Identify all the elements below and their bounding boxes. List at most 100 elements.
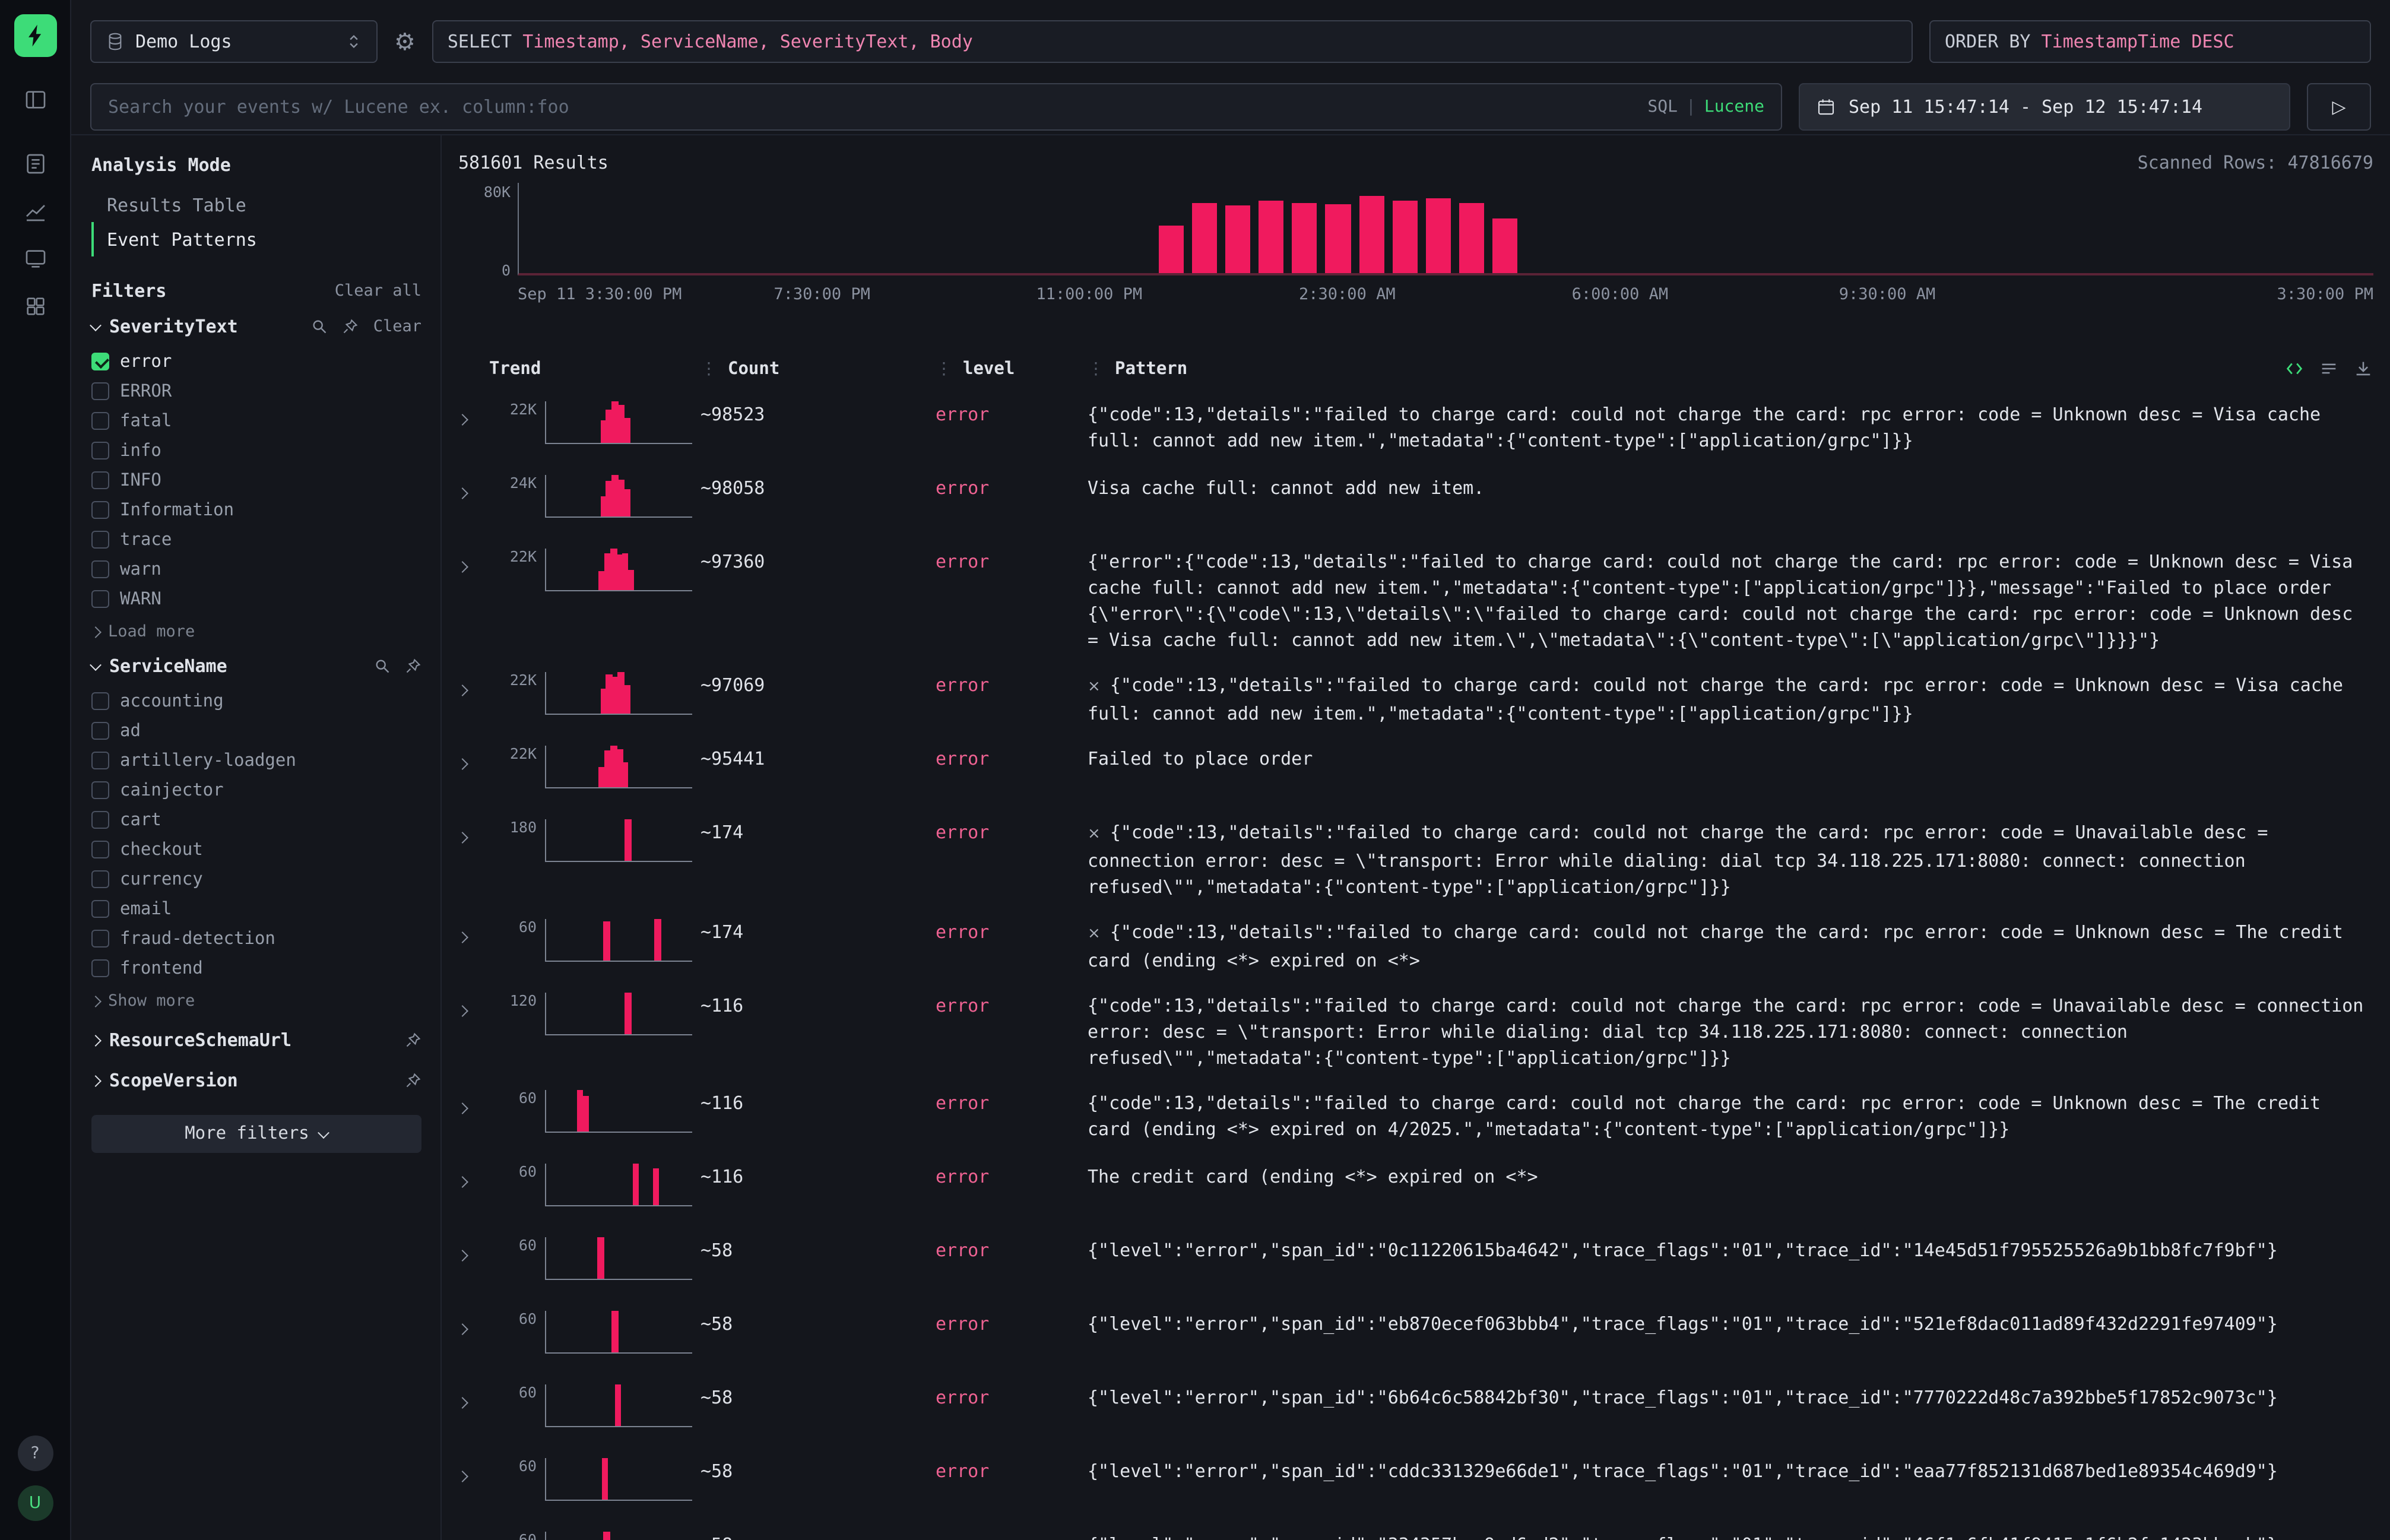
filter-option-artillery-loadgen[interactable]: artillery-loadgen bbox=[91, 746, 440, 775]
checkbox[interactable] bbox=[91, 471, 109, 489]
dashboards-icon[interactable] bbox=[23, 294, 47, 318]
column-drag-handle-icon[interactable]: ⋮ bbox=[936, 359, 952, 378]
table-row[interactable]: 22K~97360error{"error":{"code":13,"detai… bbox=[458, 538, 2373, 661]
results-histogram[interactable]: 80K 0 Sep 11 3:30:00 PM7:30:00 PM11:00:0… bbox=[458, 183, 2373, 306]
filter-option-currency[interactable]: currency bbox=[91, 864, 440, 894]
filter-option-ad[interactable]: ad bbox=[91, 716, 440, 746]
row-expand-chevron[interactable] bbox=[458, 1164, 489, 1191]
severity-load-more[interactable]: Load more bbox=[91, 622, 440, 641]
checkbox[interactable] bbox=[91, 959, 109, 977]
filter-option-email[interactable]: email bbox=[91, 894, 440, 924]
sql-mode-label[interactable]: SQL bbox=[1647, 97, 1678, 116]
table-row[interactable]: 60~116error{"code":13,"details":"failed … bbox=[458, 1079, 2373, 1153]
lucene-mode-label[interactable]: Lucene bbox=[1704, 97, 1764, 116]
filter-option-error[interactable]: error bbox=[91, 347, 440, 376]
column-drag-handle-icon[interactable]: ⋮ bbox=[700, 359, 717, 378]
query-input[interactable]: SELECT Timestamp, ServiceName, SeverityT… bbox=[432, 20, 1913, 62]
exclude-pattern-icon[interactable]: × bbox=[1088, 925, 1101, 943]
table-row[interactable]: 22K~97069error×{"code":13,"details":"fai… bbox=[458, 661, 2373, 735]
clear-all-filters-link[interactable]: Clear all bbox=[335, 281, 421, 300]
checkbox[interactable] bbox=[91, 353, 109, 370]
help-button[interactable]: ? bbox=[17, 1436, 53, 1471]
pin-icon[interactable] bbox=[405, 1032, 421, 1048]
table-row[interactable]: 24K~98058errorVisa cache full: cannot ad… bbox=[458, 464, 2373, 538]
checkbox[interactable] bbox=[91, 781, 109, 799]
row-expand-chevron[interactable] bbox=[458, 1090, 489, 1117]
checkbox[interactable] bbox=[91, 412, 109, 430]
table-row[interactable]: 60~174error×{"code":13,"details":"failed… bbox=[458, 908, 2373, 982]
order-by-input[interactable]: ORDER BY TimestampTime DESC bbox=[1929, 20, 2371, 62]
row-expand-chevron[interactable] bbox=[458, 919, 489, 946]
table-row[interactable]: 60~116errorThe credit card (ending <*> e… bbox=[458, 1153, 2373, 1227]
checkbox[interactable] bbox=[91, 841, 109, 858]
column-header-pattern[interactable]: Pattern bbox=[1115, 359, 1187, 378]
row-expand-chevron[interactable] bbox=[458, 672, 489, 699]
row-expand-chevron[interactable] bbox=[458, 1384, 489, 1412]
more-filters-button[interactable]: More filters bbox=[91, 1115, 421, 1153]
column-header-count[interactable]: Count bbox=[728, 359, 779, 378]
search-icon[interactable] bbox=[374, 658, 391, 674]
mode-results-table[interactable]: Results Table bbox=[91, 188, 440, 222]
search-bar[interactable]: SQL | Lucene bbox=[90, 83, 1782, 131]
table-row[interactable]: 22K~95441errorFailed to place order bbox=[458, 735, 2373, 809]
gear-icon[interactable]: ⚙ bbox=[394, 29, 416, 53]
checkbox[interactable] bbox=[91, 382, 109, 400]
filter-option-cart[interactable]: cart bbox=[91, 805, 440, 835]
pin-icon[interactable] bbox=[343, 318, 359, 335]
checkbox[interactable] bbox=[91, 442, 109, 460]
row-expand-chevron[interactable] bbox=[458, 1237, 489, 1265]
row-expand-chevron[interactable] bbox=[458, 475, 489, 502]
checkbox[interactable] bbox=[91, 531, 109, 549]
section-scopeversion[interactable]: ScopeVersion bbox=[91, 1070, 421, 1091]
source-select[interactable]: Demo Logs bbox=[90, 20, 378, 62]
table-row[interactable]: 60~58error{"level":"error","span_id":"33… bbox=[458, 1521, 2373, 1540]
filter-option-ERROR[interactable]: ERROR bbox=[91, 376, 440, 406]
filter-option-accounting[interactable]: accounting bbox=[91, 686, 440, 716]
filter-option-checkout[interactable]: checkout bbox=[91, 835, 440, 864]
row-expand-chevron[interactable] bbox=[458, 549, 489, 576]
row-expand-chevron[interactable] bbox=[458, 993, 489, 1020]
mode-event-patterns[interactable]: Event Patterns bbox=[91, 222, 440, 256]
pin-icon[interactable] bbox=[405, 1072, 421, 1089]
service-section-header[interactable]: ServiceName bbox=[91, 655, 421, 677]
row-expand-chevron[interactable] bbox=[458, 1458, 489, 1485]
query-language-toggle[interactable]: SQL | Lucene bbox=[1647, 97, 1764, 116]
table-row[interactable]: 120~116error{"code":13,"details":"failed… bbox=[458, 982, 2373, 1079]
histogram-plot-area[interactable] bbox=[518, 183, 2373, 275]
checkbox[interactable] bbox=[91, 560, 109, 578]
row-expand-chevron[interactable] bbox=[458, 1532, 489, 1540]
checkbox[interactable] bbox=[91, 870, 109, 888]
checkbox[interactable] bbox=[91, 900, 109, 918]
filter-option-fatal[interactable]: fatal bbox=[91, 406, 440, 436]
table-row[interactable]: 180~174error×{"code":13,"details":"faile… bbox=[458, 809, 2373, 908]
app-logo[interactable] bbox=[14, 14, 56, 57]
row-expand-chevron[interactable] bbox=[458, 819, 489, 847]
table-row[interactable]: 60~58error{"level":"error","span_id":"6b… bbox=[458, 1374, 2373, 1447]
collapse-sidebar-icon[interactable] bbox=[23, 88, 47, 112]
table-row[interactable]: 22K~98523error{"code":13,"details":"fail… bbox=[458, 391, 2373, 464]
table-row[interactable]: 60~58error{"level":"error","span_id":"cd… bbox=[458, 1447, 2373, 1521]
filter-option-frontend[interactable]: frontend bbox=[91, 953, 440, 983]
sessions-icon[interactable] bbox=[23, 247, 47, 271]
checkbox[interactable] bbox=[91, 930, 109, 948]
exclude-pattern-icon[interactable]: × bbox=[1088, 825, 1101, 843]
download-icon[interactable] bbox=[2353, 359, 2373, 379]
user-avatar[interactable]: U bbox=[17, 1485, 53, 1521]
filter-option-fraud-detection[interactable]: fraud-detection bbox=[91, 924, 440, 953]
date-range-picker[interactable]: Sep 11 15:47:14 - Sep 12 15:47:14 bbox=[1799, 83, 2290, 131]
column-header-level[interactable]: level bbox=[963, 359, 1015, 378]
search-icon[interactable] bbox=[312, 318, 328, 335]
checkbox[interactable] bbox=[91, 752, 109, 769]
search-logs-icon[interactable] bbox=[23, 152, 47, 176]
filter-option-WARN[interactable]: WARN bbox=[91, 584, 440, 614]
checkbox[interactable] bbox=[91, 692, 109, 710]
row-expand-chevron[interactable] bbox=[458, 746, 489, 773]
pin-icon[interactable] bbox=[405, 658, 421, 674]
filter-option-cainjector[interactable]: cainjector bbox=[91, 775, 440, 805]
checkbox[interactable] bbox=[91, 722, 109, 740]
table-row[interactable]: 60~58error{"level":"error","span_id":"eb… bbox=[458, 1300, 2373, 1374]
code-view-icon[interactable] bbox=[2284, 359, 2305, 379]
checkbox[interactable] bbox=[91, 501, 109, 519]
filter-option-INFO[interactable]: INFO bbox=[91, 465, 440, 495]
column-drag-handle-icon[interactable]: ⋮ bbox=[1088, 359, 1104, 378]
